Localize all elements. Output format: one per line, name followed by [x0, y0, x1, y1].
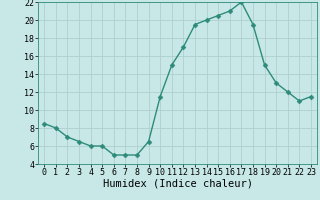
X-axis label: Humidex (Indice chaleur): Humidex (Indice chaleur) [103, 179, 252, 189]
